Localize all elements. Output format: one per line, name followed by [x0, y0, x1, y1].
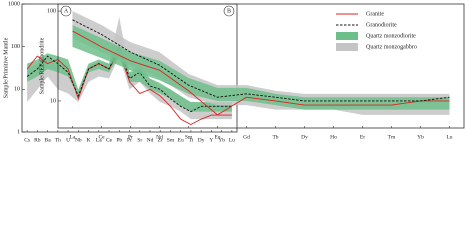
series-line	[26, 49, 232, 125]
x-tick-label: Pr	[128, 134, 133, 140]
legend-label: Granite	[366, 11, 384, 17]
x-tick-label: Pr	[127, 137, 132, 143]
x-tick-label: Ba	[45, 137, 52, 143]
x-tick-label: K	[87, 137, 91, 143]
x-tick-label: Nb	[75, 137, 82, 143]
x-tick-label: Eu	[178, 137, 184, 143]
y-tick-label: 10	[14, 87, 20, 93]
x-tick-label: Ce	[106, 137, 113, 143]
y-axis-label: Sample/REE Chondrite	[39, 37, 45, 94]
panel-label: A	[64, 8, 69, 14]
y-tick-label: 1000	[8, 1, 20, 7]
legend-swatch	[336, 43, 358, 51]
x-tick-label: Y	[209, 137, 213, 143]
plot-frame	[57, 3, 465, 129]
series-line	[72, 19, 450, 102]
x-tick-label: Ce	[98, 134, 105, 140]
x-tick-label: Yb	[417, 134, 424, 140]
legend-label: Granodiorite	[366, 22, 397, 28]
x-tick-label: Cs	[24, 137, 30, 143]
y-tick-label: 100	[47, 8, 56, 14]
y-tick-label: 1	[17, 129, 20, 135]
x-tick-label: Pb	[116, 137, 122, 143]
panel-label: B	[227, 8, 231, 14]
x-tick-label: Dy	[198, 137, 205, 143]
x-tick-label: Sr	[137, 137, 142, 143]
range-band	[72, 25, 450, 110]
x-tick-label: Nd	[147, 137, 154, 143]
x-tick-label: Nd	[156, 134, 163, 140]
x-tick-label: La	[70, 134, 76, 140]
legend-label: Quartz monzogabbro	[366, 44, 417, 50]
legend-label: Quartz monzodiorite	[366, 33, 416, 39]
x-tick-label: Yb	[218, 137, 225, 143]
legend-swatch	[336, 32, 358, 40]
series-line	[72, 30, 450, 116]
x-tick-label: Zr	[158, 137, 163, 143]
x-tick-label: U	[66, 137, 70, 143]
x-tick-label: Sm	[185, 134, 193, 140]
x-tick-label: Dy	[301, 134, 308, 140]
x-tick-label: Th	[55, 137, 61, 143]
x-tick-label: Lu	[446, 134, 452, 140]
x-tick-label: Tm	[388, 134, 396, 140]
y-tick-label: 100	[11, 44, 20, 50]
x-tick-label: Sm	[167, 137, 175, 143]
series-line	[26, 45, 232, 113]
x-tick-label: Eu	[214, 134, 220, 140]
y-tick-label: 10	[50, 98, 56, 104]
y-axis-label: Sample/Primitive Mantle	[3, 37, 9, 98]
x-tick-label: La	[96, 137, 102, 143]
x-tick-label: Tb	[272, 134, 278, 140]
x-tick-label: Ti	[189, 137, 194, 143]
x-tick-label: Lu	[229, 137, 235, 143]
x-tick-label: Gd	[243, 134, 250, 140]
x-tick-label: Ho	[330, 134, 337, 140]
panel-circle	[223, 5, 235, 17]
x-tick-label: Er	[360, 134, 365, 140]
panel-circle	[60, 5, 72, 17]
x-tick-label: Rb	[34, 137, 41, 143]
